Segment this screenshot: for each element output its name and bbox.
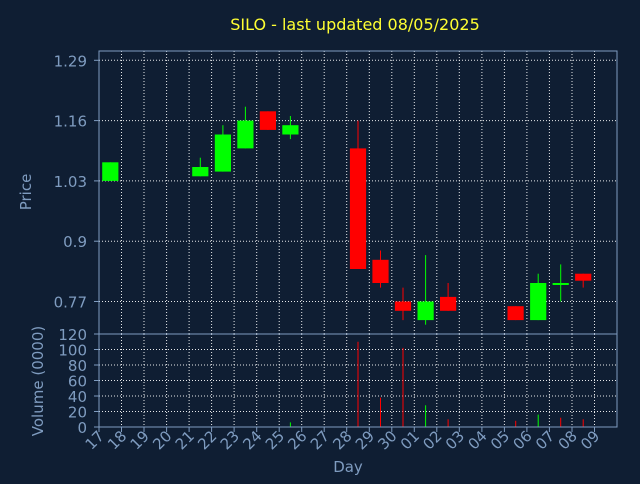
candle-body-02 <box>440 296 457 311</box>
volume-tick-label: 20 <box>68 404 87 422</box>
volume-bars <box>289 341 584 427</box>
candle-body-30 <box>394 301 412 311</box>
x-tick-label-09: 09 <box>577 427 603 453</box>
volume-tick-label: 40 <box>68 388 87 406</box>
candle-body-24 <box>259 111 276 130</box>
candle-body-22 <box>214 134 231 172</box>
candle-body-08 <box>575 273 592 281</box>
price-axis-label: Price <box>17 174 35 211</box>
volume-tick-label: 60 <box>68 373 87 391</box>
candle-body-29 <box>372 259 389 283</box>
volume-tick-label: 100 <box>58 342 87 360</box>
price-tick-label: 1.16 <box>54 113 87 131</box>
candle-body-21 <box>192 167 209 177</box>
candle-body-25 <box>282 125 299 135</box>
ticks: 0.770.91.031.161.29020406080100120171819… <box>54 52 604 453</box>
volume-tick-label: 0 <box>77 419 87 437</box>
candles <box>102 106 592 325</box>
volume-tick-label: 80 <box>68 357 87 375</box>
volume-axis-label: Volume (0000) <box>29 326 47 436</box>
x-axis-label: Day <box>333 458 363 476</box>
candle-body-01 <box>417 301 434 321</box>
candle-body-06 <box>530 283 547 321</box>
price-tick-label: 0.9 <box>63 233 87 251</box>
price-tick-label: 0.77 <box>54 294 87 312</box>
candle-body-28 <box>349 148 367 269</box>
candle-body-23 <box>237 120 254 149</box>
candle-body-05 <box>507 306 524 321</box>
price-tick-label: 1.03 <box>54 173 87 191</box>
volume-tick-label: 120 <box>58 326 87 344</box>
price-tick-label: 1.29 <box>54 52 87 70</box>
chart-title: SILO - last updated 08/05/2025 <box>230 15 480 34</box>
candle-body-17 <box>102 162 119 181</box>
candle-body-07 <box>552 283 569 285</box>
